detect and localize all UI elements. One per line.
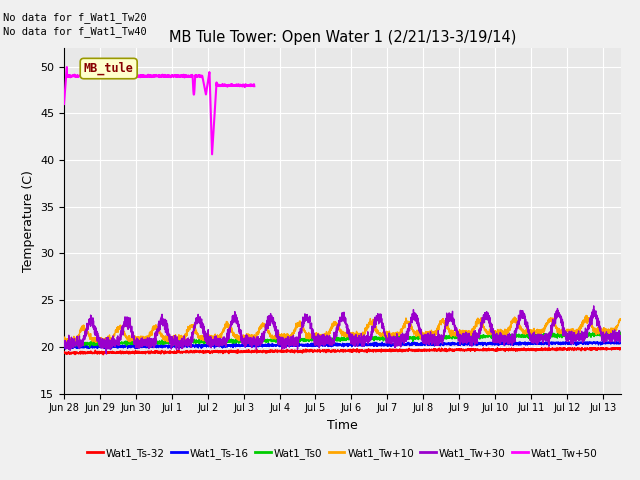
Title: MB Tule Tower: Open Water 1 (2/21/13-3/19/14): MB Tule Tower: Open Water 1 (2/21/13-3/1… (169, 30, 516, 46)
X-axis label: Time: Time (327, 419, 358, 432)
Text: No data for f_Wat1_Tw20: No data for f_Wat1_Tw20 (3, 12, 147, 23)
Text: MB_tule: MB_tule (84, 62, 134, 75)
Text: No data for f_Wat1_Tw40: No data for f_Wat1_Tw40 (3, 26, 147, 37)
Y-axis label: Temperature (C): Temperature (C) (22, 170, 35, 272)
Legend: Wat1_Ts-32, Wat1_Ts-16, Wat1_Ts0, Wat1_Tw+10, Wat1_Tw+30, Wat1_Tw+50: Wat1_Ts-32, Wat1_Ts-16, Wat1_Ts0, Wat1_T… (83, 444, 602, 463)
